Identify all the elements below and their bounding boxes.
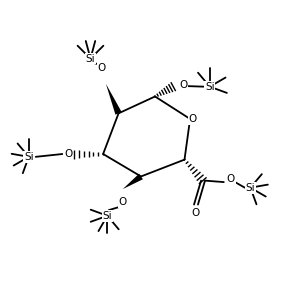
Text: O: O [189, 114, 197, 124]
Polygon shape [106, 84, 122, 115]
Text: O: O [191, 208, 200, 218]
Text: O: O [227, 174, 235, 184]
Text: Si: Si [205, 82, 215, 92]
Text: O: O [64, 149, 72, 159]
Text: Si: Si [24, 152, 34, 162]
Text: O: O [179, 80, 187, 90]
Text: O: O [98, 64, 106, 74]
Text: Si: Si [103, 211, 112, 221]
Text: Si: Si [86, 54, 95, 64]
Text: O: O [119, 197, 127, 207]
Polygon shape [123, 174, 143, 189]
Text: Si: Si [246, 183, 255, 193]
